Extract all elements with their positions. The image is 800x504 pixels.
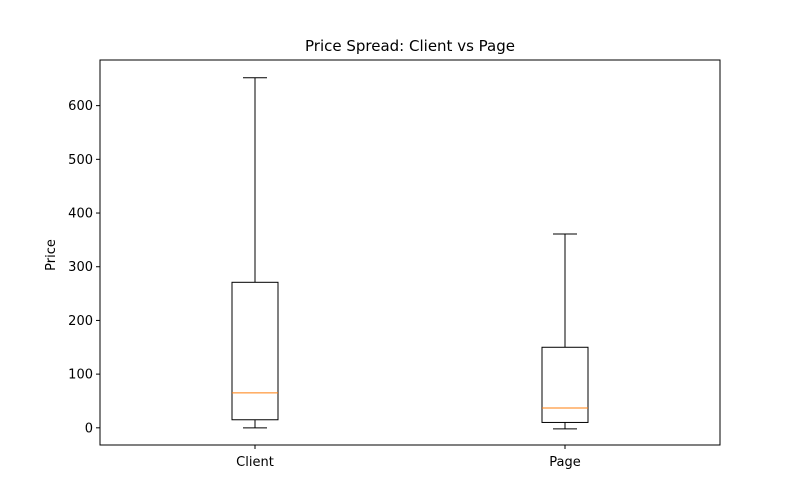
y-axis-label: Price (44, 239, 59, 271)
chart-title: Price Spread: Client vs Page (305, 37, 515, 55)
y-tick-label: 300 (68, 260, 93, 275)
plot-frame (99, 59, 721, 446)
box-page (541, 346, 589, 423)
y-tick-label: 600 (68, 99, 93, 114)
y-tick-label: 200 (68, 314, 93, 329)
y-tick-label: 100 (68, 368, 93, 383)
plot-area: 0 100 200 300 400 500 600 Client Page (68, 59, 721, 470)
y-tick-label: 500 (68, 153, 93, 168)
box-client (231, 281, 279, 421)
y-tick-label: 400 (68, 207, 93, 222)
x-tick-label: Client (236, 455, 274, 470)
y-tick-label: 0 (85, 421, 93, 436)
x-tick-label: Page (549, 455, 580, 470)
